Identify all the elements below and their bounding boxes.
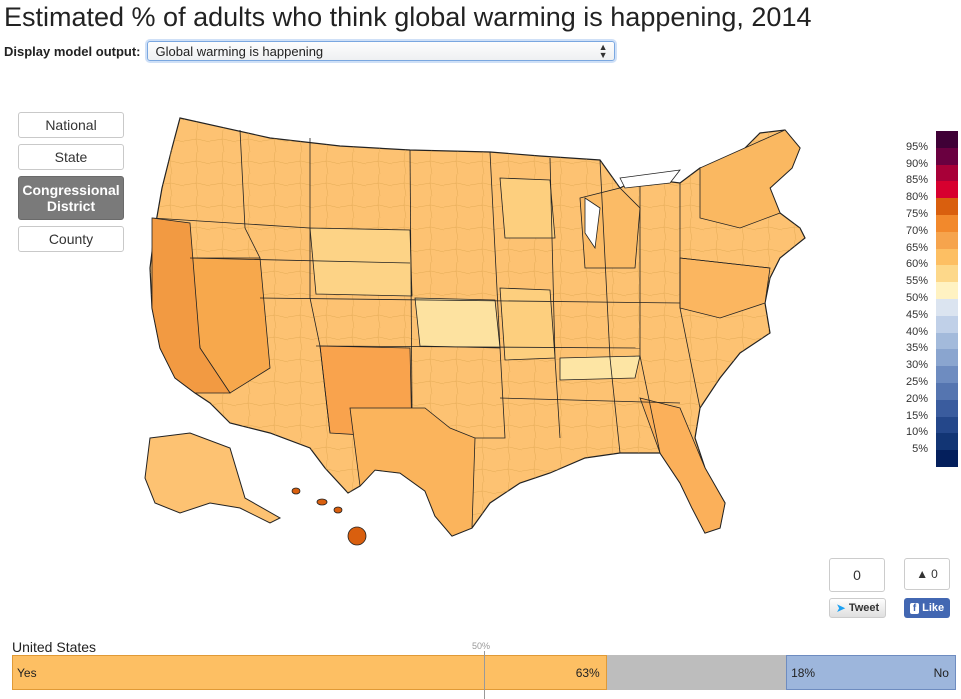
alaska-shape[interactable]	[144, 432, 282, 524]
legend-swatch	[936, 282, 958, 300]
legend-tick-label: 85%	[905, 174, 928, 187]
facebook-icon: f	[909, 602, 920, 614]
legend-swatch	[936, 147, 958, 166]
page-title: Estimated % of adults who think global w…	[4, 2, 812, 32]
model-label: Display model output:	[4, 43, 141, 59]
legend-swatch	[936, 332, 958, 350]
level-button-national[interactable]: National	[18, 112, 124, 138]
state-region-florida[interactable]	[639, 397, 726, 534]
model-selector-row: Display model output: Global warming is …	[4, 41, 615, 61]
legend-swatch	[936, 231, 958, 250]
state-region-tennessee[interactable]	[559, 355, 641, 381]
lake-michigan	[584, 197, 601, 250]
legend-tick-label: 20%	[905, 392, 928, 405]
summary-no-label: No	[933, 666, 949, 680]
legend-tick-label: 50%	[905, 292, 928, 304]
legend-tick-label: 75%	[905, 208, 928, 220]
summary-no-segment: 18% No	[786, 655, 956, 690]
select-arrows-icon: ▲ ▼	[598, 42, 608, 60]
legend-tick-label: 65%	[905, 241, 928, 254]
like-count-box: ▲ 0	[904, 558, 950, 590]
legend-tick-label: 40%	[905, 325, 928, 338]
legend-swatch	[936, 383, 958, 401]
legend-swatch	[936, 366, 958, 384]
level-button-state[interactable]: State	[18, 144, 124, 170]
legend-tick-label: 5%	[912, 443, 928, 456]
summary-yes-segment: Yes 63%	[12, 655, 607, 690]
state-boundaries	[151, 129, 771, 454]
twitter-bird-icon: ➤	[835, 601, 846, 615]
color-legend: 95% 90% 85% 80% 75% 70% 65% 60% 55% 50% 45% 40% 35% 3…	[896, 131, 958, 468]
legend-tick-label: 55%	[905, 275, 928, 288]
summary-no-value: 18%	[791, 666, 816, 680]
legend-swatch	[936, 349, 958, 367]
geography-level-buttons: National State Congressional District Co…	[18, 112, 124, 258]
legend-swatch	[936, 315, 958, 334]
legend-swatch	[936, 131, 958, 149]
state-region-missouri[interactable]	[499, 287, 556, 361]
thumbs-up-icon: ▲	[916, 567, 929, 581]
legend-tick-label: 80%	[905, 191, 928, 204]
legend-tick-label: 90%	[905, 157, 928, 170]
legend-swatch	[936, 248, 958, 266]
summary-yes-label: Yes	[17, 666, 37, 680]
legend-tick-label: 25%	[905, 376, 928, 388]
lake-superior	[619, 169, 681, 189]
tweet-button[interactable]: ➤ Tweet	[829, 598, 886, 618]
legend-tick-label: 35%	[905, 342, 928, 355]
legend-swatch	[936, 450, 958, 468]
legend-tick-label: 15%	[905, 409, 928, 422]
legend-swatch	[936, 433, 958, 451]
legend-swatch	[936, 181, 958, 199]
state-region-minnesota-iowa[interactable]	[499, 177, 556, 239]
facebook-like-button[interactable]: f Like	[904, 598, 950, 618]
legend-swatch	[936, 198, 958, 216]
midpoint-label: 50%	[472, 641, 491, 651]
legend-swatch	[936, 399, 958, 418]
legend-swatch	[936, 416, 958, 434]
level-button-county[interactable]: County	[18, 226, 124, 252]
level-button-congressional-district[interactable]: Congressional District	[18, 176, 124, 220]
legend-swatch	[936, 299, 958, 317]
legend-swatch	[936, 215, 958, 233]
summary-bar: Yes 63% 18% No	[12, 655, 956, 690]
legend-tick-label: 30%	[905, 359, 928, 372]
summary-yes-value: 63%	[575, 666, 600, 680]
tweet-label: Tweet	[848, 602, 880, 614]
like-label: Like	[922, 602, 945, 614]
tweet-count: 0	[829, 558, 885, 592]
midpoint-line	[484, 651, 485, 699]
summary-region-name: United States	[12, 639, 97, 655]
map-svg[interactable]	[80, 108, 840, 558]
us-choropleth-map[interactable]	[80, 108, 840, 558]
legend-tick-label: 95%	[905, 140, 928, 153]
legend-tick-label: 10%	[905, 426, 928, 439]
state-region-northeast[interactable]	[699, 129, 801, 229]
state-region-california[interactable]	[151, 217, 231, 394]
like-count: 0	[931, 567, 938, 581]
legend-tick-label: 70%	[905, 224, 928, 237]
state-region-kansas[interactable]	[414, 297, 501, 349]
legend-tick-label: 45%	[905, 308, 928, 321]
legend-swatch	[936, 164, 958, 182]
state-region-texas[interactable]	[349, 407, 476, 537]
hawaii-shape[interactable]	[291, 487, 367, 546]
legend-tick-label: 60%	[905, 258, 928, 271]
model-select[interactable]: Global warming is happening ▲ ▼	[146, 41, 615, 61]
model-select-value: Global warming is happening	[155, 43, 324, 59]
summary-neutral-segment	[606, 655, 787, 690]
legend-swatch	[936, 265, 958, 283]
